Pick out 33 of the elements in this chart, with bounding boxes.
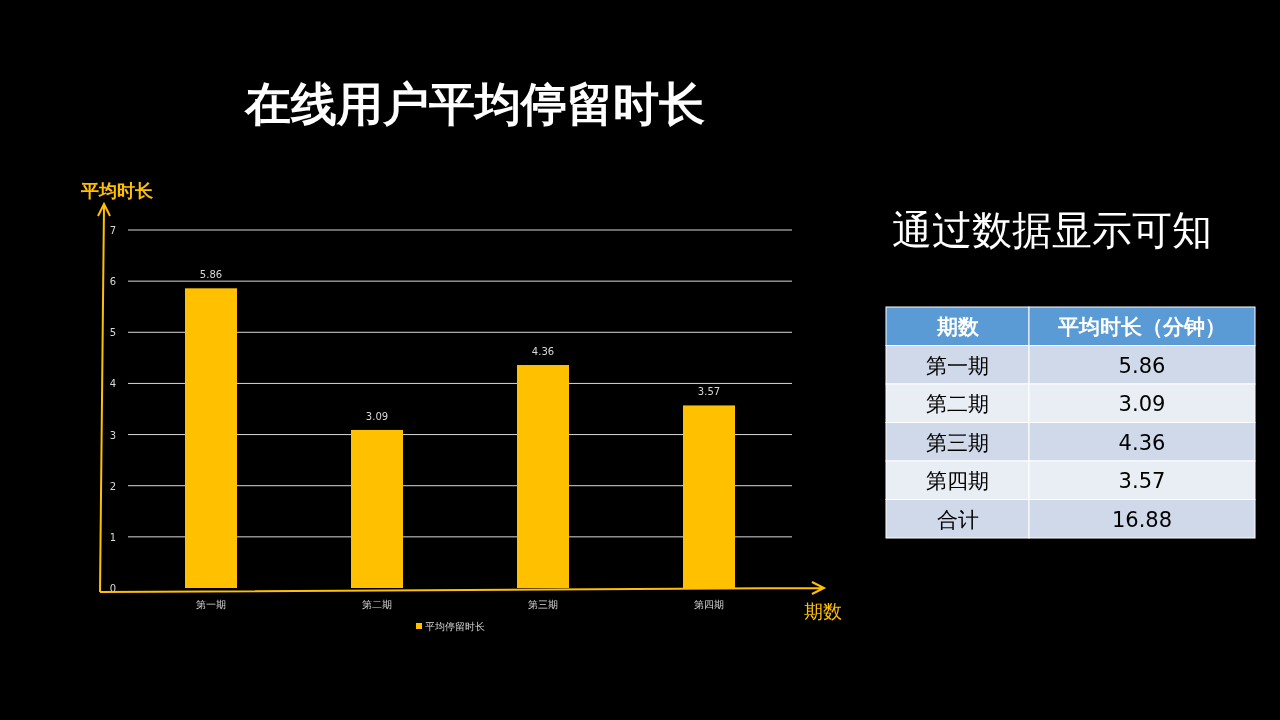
y-tick-label: 4 [109, 378, 116, 390]
y-tick-label: 5 [109, 327, 116, 339]
text: 平均时长（分钟） [1057, 315, 1226, 339]
data-label: 5.86 [199, 269, 223, 281]
text: 合计 [936, 507, 979, 532]
x-tick-label: 第三期 [528, 599, 558, 610]
x-axis-title: 期数 [804, 600, 842, 622]
x-tick-label: 第四期 [694, 599, 724, 610]
text: 4.36 [1118, 430, 1166, 455]
text: 期数 [935, 315, 980, 339]
y-tick-label: 3 [109, 429, 116, 441]
text: 第一期 [926, 353, 989, 378]
y-tick-label: 2 [109, 480, 116, 492]
x-tick-label: 第二期 [362, 599, 392, 610]
text: 16.88 [1111, 507, 1173, 532]
text: 5.86 [1118, 353, 1166, 378]
y-axis-title: 平均时长 [80, 180, 154, 201]
legend-label: 平均停留时长 [425, 621, 485, 632]
y-tick-label: 1 [109, 531, 116, 543]
text: 第三期 [926, 430, 989, 455]
y-tick-label: 6 [109, 276, 116, 288]
data-label: 3.57 [697, 386, 721, 398]
x-tick-label: 第一期 [196, 599, 226, 610]
data-label: 4.36 [531, 346, 555, 358]
text: 第四期 [926, 469, 989, 493]
y-tick-label: 7 [109, 225, 116, 236]
chart-title: 在线用户平均停留时长 [244, 77, 705, 131]
text: 通过数据显示可知 [892, 207, 1212, 253]
bar [185, 288, 237, 588]
data-label: 3.09 [365, 410, 389, 422]
text: 3.09 [1118, 392, 1166, 416]
text: 第二期 [926, 392, 989, 416]
text: 3.57 [1118, 469, 1166, 493]
